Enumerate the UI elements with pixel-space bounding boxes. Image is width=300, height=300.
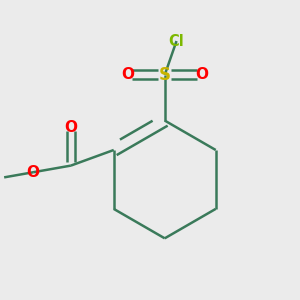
Text: S: S [159,66,171,84]
Text: O: O [195,68,208,82]
Text: O: O [27,165,40,180]
Text: Cl: Cl [169,34,184,49]
Text: O: O [122,68,134,82]
Text: O: O [64,120,77,135]
